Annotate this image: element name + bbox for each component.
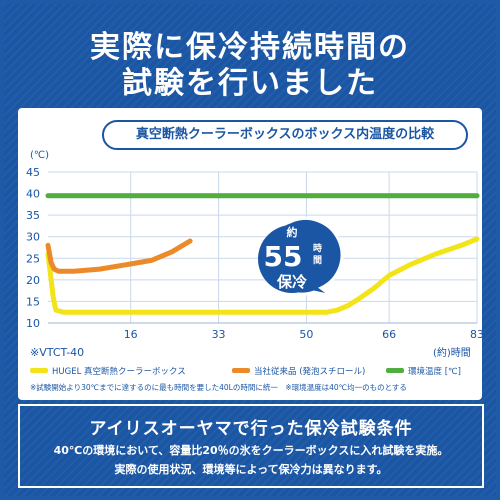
y-tick-label: 15 — [26, 295, 40, 308]
x-tick-label: 16 — [124, 328, 138, 341]
callout-hours-unit-1: 時 — [313, 242, 322, 254]
legend-swatch — [232, 368, 250, 373]
y-tick-label: 10 — [26, 317, 40, 330]
chart-panel: 真空断熱クーラーボックスのボックス内温度の比較 — [18, 108, 482, 400]
x-tick-label: 83 — [470, 328, 484, 341]
series-lines — [45, 193, 480, 315]
y-tick-label: 30 — [26, 231, 40, 244]
x-tick-label: 50 — [299, 328, 313, 341]
y-tick-label: 35 — [26, 209, 40, 222]
x-tick-label: 33 — [212, 328, 226, 341]
conventional-series-line — [45, 238, 193, 274]
callout-hours-value: 55 — [264, 240, 303, 273]
conditions-line-2: 実際の使用状況、環境等によって保冷力は異なります。 — [114, 463, 388, 476]
headline-line-2: 試験を行いました — [122, 66, 378, 101]
hugel-series-line — [45, 236, 480, 315]
legend-ambient: 環境温度 [℃] — [408, 366, 461, 377]
callout-badge: 約 55 時 間 保冷 — [258, 217, 344, 298]
y-tick-label: 25 — [26, 252, 40, 265]
callout-circle — [258, 225, 326, 293]
x-tick-label: 66 — [382, 328, 396, 341]
legend-hugel: HUGEL 真空断熱クーラーボックス — [52, 366, 186, 377]
callout-keep-cold: 保冷 — [276, 273, 307, 291]
legend-swatch — [30, 368, 48, 373]
x-unit-label: (約)時間 — [433, 346, 471, 359]
legend-swatch — [386, 368, 404, 373]
chart-title: 真空断熱クーラーボックスのボックス内温度の比較 — [102, 120, 468, 150]
footnote: ※試験開始より30℃までに達するのに最も時間を要した40Lの時間に統一 ※環境温… — [30, 382, 407, 392]
y-tick-label: 45 — [26, 166, 40, 179]
axis-labels: 10 15 20 25 30 35 40 45 16 33 50 66 83 — [26, 166, 484, 341]
model-note: ※VTCT-40 — [30, 346, 84, 359]
callout-approx: 約 — [287, 225, 298, 239]
y-tick-label: 20 — [26, 274, 40, 287]
y-tick-label: 40 — [26, 188, 40, 201]
test-conditions-box: アイリスオーヤマで行った保冷試験条件 40℃の環境において、容量比20％の氷をク… — [18, 404, 484, 488]
headline-line-1: 実際に保冷持続時間の — [90, 30, 410, 65]
conditions-title: アイリスオーヤマで行った保冷試験条件 — [89, 419, 413, 439]
callout-hours-unit-2: 間 — [313, 255, 322, 266]
legend-conventional: 当社従来品 (発泡スチロール) — [254, 366, 365, 377]
conditions-line-1: 40℃の環境において、容量比20％の氷をクーラーボックスに入れ試験を実施。 — [53, 444, 449, 457]
y-unit-label: (℃) — [30, 150, 49, 161]
legend: HUGEL 真空断熱クーラーボックス 当社従来品 (発泡スチロール) 環境温度 [℃… — [30, 366, 461, 377]
